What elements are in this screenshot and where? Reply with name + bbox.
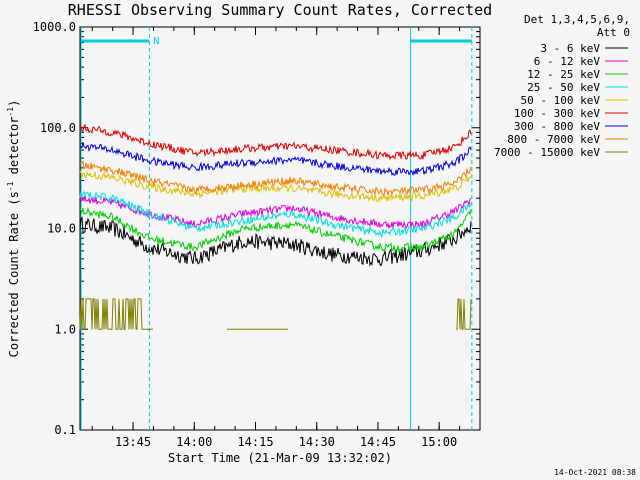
legend-label: 3 - 6 keV: [540, 42, 600, 55]
series-line: [79, 298, 472, 330]
x-tick-label: 14:00: [176, 435, 212, 449]
legend-label: 300 - 800 keV: [514, 120, 600, 133]
y-axis-label: Corrected Count Rate (s-1 detector-1): [6, 100, 21, 358]
x-tick-label: 14:30: [299, 435, 335, 449]
series-line: [80, 123, 472, 161]
legend-label: 100 - 300 keV: [514, 107, 600, 120]
series-line: [79, 206, 472, 253]
chart-title: RHESSI Observing Summary Count Rates, Co…: [67, 1, 493, 19]
x-tick-label: 14:15: [237, 435, 273, 449]
flag-label: N: [153, 36, 159, 47]
x-tick-label: 15:00: [421, 435, 457, 449]
detector-info-line-2: Att 0: [596, 26, 630, 39]
y-tick-label: 1000.0: [33, 20, 76, 34]
series-line: [79, 190, 472, 238]
detector-info: Det 1,3,4,5,6,9, Att 0: [520, 13, 630, 39]
legend-label: 6 - 12 keV: [534, 55, 601, 68]
series-line: [79, 159, 472, 197]
legend-label: 25 - 50 keV: [527, 81, 600, 94]
y-tick-label: 0.1: [54, 423, 76, 437]
footer-date: 14-Oct-2021 08:38: [554, 468, 636, 477]
series-line: [79, 195, 472, 230]
legend-label: 800 - 7000 keV: [507, 133, 600, 146]
legend-label: 50 - 100 keV: [521, 94, 601, 107]
series-line: [79, 169, 472, 203]
y-tick-label: 10.0: [47, 222, 76, 236]
x-tick-label: 14:45: [360, 435, 396, 449]
y-tick-label: 100.0: [40, 121, 76, 135]
y-tick-label: 1.0: [54, 322, 76, 336]
detector-info-line-1: Det 1,3,4,5,6,9,: [524, 13, 630, 26]
x-tick-label: 13:45: [115, 435, 151, 449]
series-line: [79, 216, 472, 267]
legend-label: 12 - 25 keV: [527, 68, 600, 81]
x-axis-label: Start Time (21-Mar-09 13:32:02): [168, 451, 392, 465]
legend-label: 7000 - 15000 keV: [494, 146, 600, 159]
series-line: [79, 142, 472, 177]
